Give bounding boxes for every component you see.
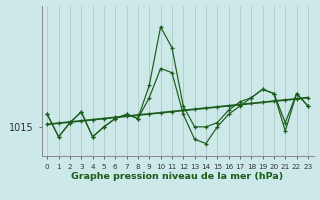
X-axis label: Graphe pression niveau de la mer (hPa): Graphe pression niveau de la mer (hPa) — [71, 172, 284, 181]
